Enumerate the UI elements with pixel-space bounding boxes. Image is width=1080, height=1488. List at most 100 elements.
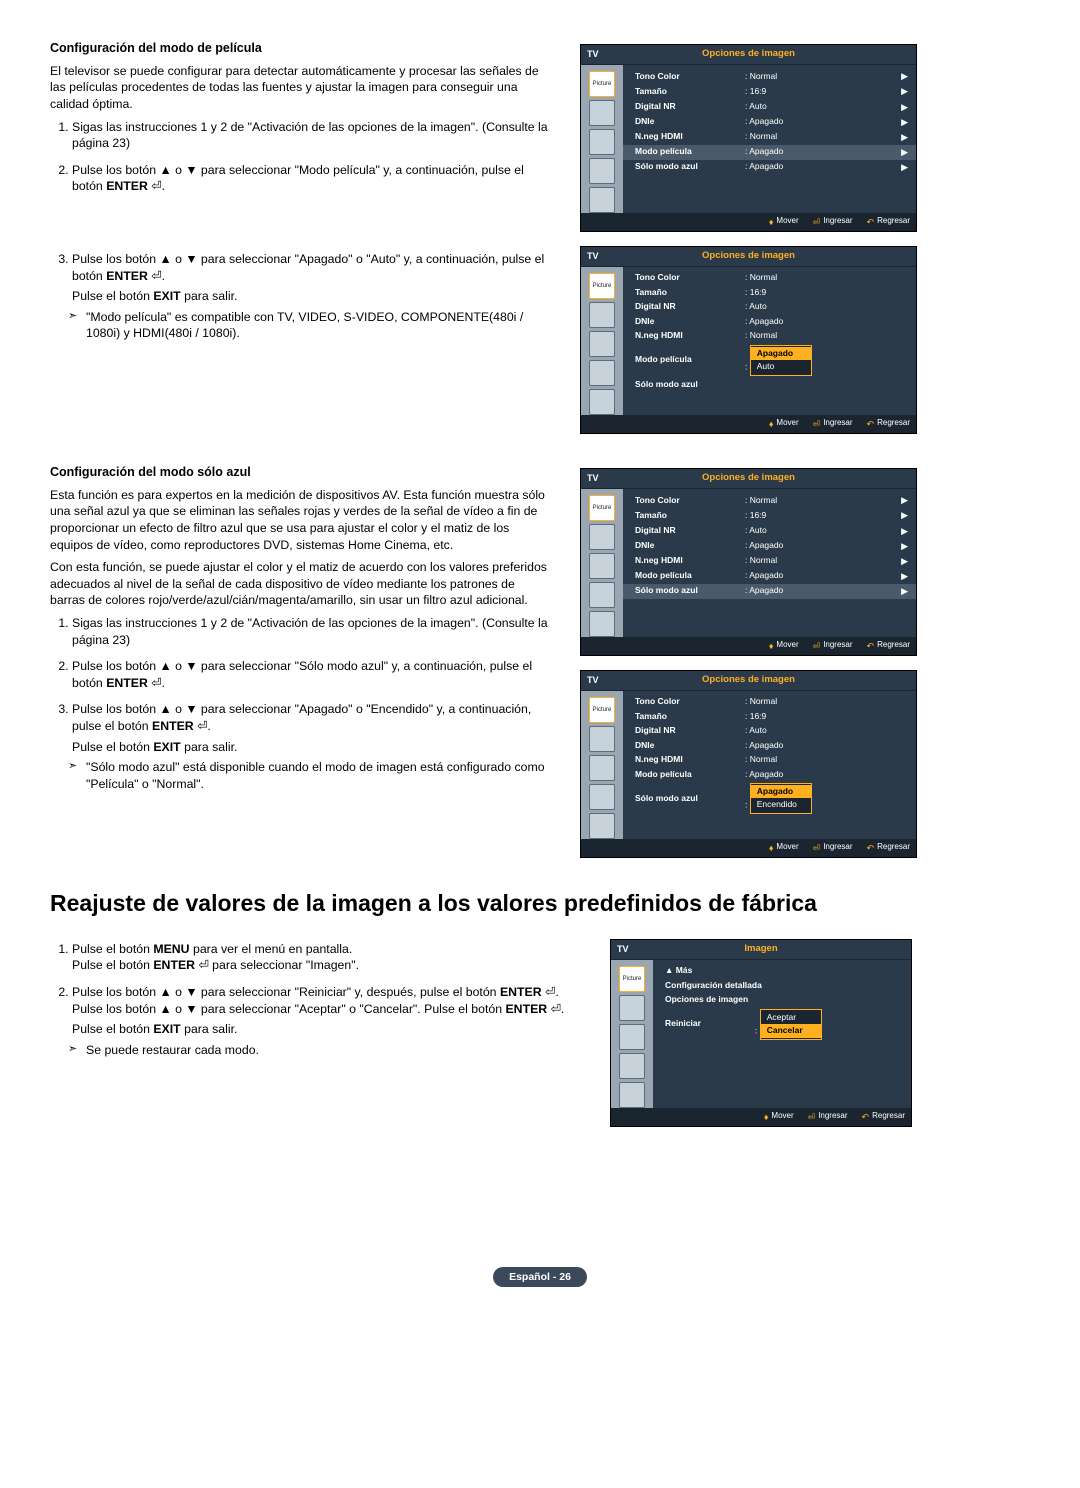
dropdown[interactable]: ApagadoAuto (750, 345, 812, 376)
page-footer: Español - 26 (50, 1267, 1030, 1287)
dropdown-option[interactable]: Aceptar (761, 1011, 821, 1024)
osd-row-selected[interactable]: Modo película: Apagado▶ (623, 145, 916, 160)
dropdown-option[interactable]: Auto (751, 360, 811, 373)
chevron-right-icon: ▶ (901, 585, 908, 597)
osd-row[interactable]: Tono Color: Normal (635, 271, 908, 285)
osd-v: : Normal (745, 495, 901, 506)
osd-k: Modo película (635, 769, 745, 780)
osd-row[interactable]: N.neg HDMI: Normal (635, 753, 908, 767)
osd-row-selected[interactable]: Modo película: ApagadoAuto (635, 343, 908, 377)
osd-k: Tamaño (635, 86, 745, 97)
side-icon (589, 784, 615, 810)
movie-mode-intro: El televisor se puede configurar para de… (50, 63, 550, 113)
osd-row[interactable]: Tono Color: Normal (635, 695, 908, 709)
osd-row[interactable]: Sólo modo azul (635, 377, 908, 391)
side-icon (619, 1082, 645, 1108)
osd-k: ▲ Más (665, 965, 692, 976)
osd-k: Modo película (635, 146, 745, 157)
osd-row[interactable]: DNIe: Apagado (635, 738, 908, 752)
osd-v: : Apagado (745, 570, 901, 581)
osd-row[interactable]: Tamaño: 16:9 (635, 709, 908, 723)
s1-step3-c: ⏎. (148, 269, 165, 283)
osd-row[interactable]: Opciones de imagen (665, 993, 903, 1007)
osd-list: Tono Color: Normal▶ Tamaño: 16:9▶ Digita… (623, 65, 916, 213)
dropdown-option[interactable]: Apagado (751, 785, 811, 798)
osd-row[interactable]: DNIe: Apagado▶ (635, 538, 908, 553)
dropdown[interactable]: ApagadoEncendido (750, 783, 812, 814)
return-icon: ↶ (867, 640, 875, 652)
osd-v: : AceptarCancelar (755, 1009, 903, 1040)
return-icon: ↶ (867, 418, 875, 430)
osd-k: Tono Color (635, 71, 745, 82)
s3-step1: Pulse el botón MENU para ver el menú en … (72, 941, 580, 974)
osd-row[interactable]: Sólo modo azul: Apagado▶ (635, 160, 908, 175)
s3-note: Se puede restaurar cada modo. (72, 1042, 580, 1059)
side-icon (589, 158, 615, 184)
footer-mover: Mover (776, 842, 798, 853)
s2-step3-a: Pulse los botón ▲ o ▼ para seleccionar "… (72, 702, 531, 733)
osd-side: Picture (581, 691, 623, 839)
return-icon: ↶ (862, 1111, 870, 1123)
osd-k: Sólo modo azul (635, 585, 745, 596)
osd-footer: ♦Mover ⏎Ingresar ↶Regresar (611, 1108, 911, 1126)
osd-list: Tono Color: Normal Tamaño: 16:9 Digital … (623, 691, 916, 839)
osd-row[interactable]: Modo película: Apagado▶ (635, 568, 908, 583)
osd-row[interactable]: Tamaño: 16:9▶ (635, 508, 908, 523)
osd-row[interactable]: N.neg HDMI: Normal (635, 329, 908, 343)
osd-row[interactable]: Configuración detallada (665, 978, 903, 992)
osd-row[interactable]: Digital NR: Auto▶ (635, 99, 908, 114)
footer-regresar: Regresar (872, 1111, 905, 1122)
osd-row[interactable]: Tono Color: Normal▶ (635, 69, 908, 84)
s3-1e: ENTER (153, 958, 195, 972)
side-icon (589, 129, 615, 155)
chevron-right-icon: ▶ (901, 509, 908, 521)
osd-row[interactable]: N.neg HDMI: Normal▶ (635, 129, 908, 144)
s1-step2: Pulse los botón ▲ o ▼ para seleccionar "… (72, 162, 550, 195)
osd-row[interactable]: DNIe: Apagado (635, 314, 908, 328)
osd-tv-label: TV (617, 943, 629, 955)
osd-row[interactable]: Tamaño: 16:9 (635, 285, 908, 299)
osd-footer: ♦Mover ⏎Ingresar ↶Regresar (581, 637, 916, 655)
dropdown-option[interactable]: Encendido (751, 798, 811, 811)
enter-icon: ⏎ (813, 216, 821, 228)
osd-row-selected[interactable]: Sólo modo azul: ApagadoEncendido (635, 781, 908, 815)
osd-row-selected[interactable]: Sólo modo azul: Apagado▶ (623, 584, 916, 599)
blue-p1: Esta función es para expertos en la medi… (50, 487, 550, 553)
osd-tv-label: TV (587, 674, 599, 686)
osd-opciones-3: TV Opciones de imagen Picture Tono Color… (580, 468, 917, 656)
osd-row[interactable]: Digital NR: Auto▶ (635, 523, 908, 538)
enter-icon: ⏎ (813, 640, 821, 652)
osd-v: : Apagado (745, 585, 901, 596)
osd-k: Sólo modo azul (635, 161, 745, 172)
osd-row[interactable]: Tamaño: 16:9▶ (635, 84, 908, 99)
osd-row-selected[interactable]: Reiniciar: AceptarCancelar (665, 1007, 903, 1041)
osd-v: : Normal (745, 555, 901, 566)
osd-title: Opciones de imagen (581, 469, 916, 489)
osd-row[interactable]: DNIe: Apagado▶ (635, 114, 908, 129)
move-icon: ♦ (769, 418, 774, 430)
osd-row[interactable]: Digital NR: Auto (635, 300, 908, 314)
osd-v: : Normal (745, 330, 908, 341)
osd-row-mas[interactable]: ▲ Más (665, 964, 903, 978)
osd-k: Configuración detallada (665, 980, 762, 991)
osd-v: : 16:9 (745, 287, 908, 298)
osd-row[interactable]: Modo película: Apagado (635, 767, 908, 781)
osd-row[interactable]: Digital NR: Auto (635, 724, 908, 738)
osd-row[interactable]: Tono Color: Normal▶ (635, 493, 908, 508)
osd-k: Reiniciar (665, 1018, 755, 1029)
s2-step2-c: ⏎. (148, 676, 165, 690)
osd-k: Modo película (635, 354, 745, 365)
dropdown-option[interactable]: Apagado (751, 347, 811, 360)
side-icon (589, 302, 615, 328)
dropdown[interactable]: AceptarCancelar (760, 1009, 822, 1040)
osd-row[interactable]: N.neg HDMI: Normal▶ (635, 553, 908, 568)
osd-k: Tamaño (635, 711, 745, 722)
footer-ingresar: Ingresar (823, 842, 852, 853)
chevron-right-icon: ▶ (901, 101, 908, 113)
footer-mover: Mover (776, 216, 798, 227)
osd-v: : Auto (745, 301, 908, 312)
page-number-pill: Español - 26 (493, 1267, 587, 1287)
side-icon (589, 331, 615, 357)
dropdown-option[interactable]: Cancelar (761, 1024, 821, 1037)
s3-1f: ⏎ para seleccionar "Imagen". (195, 958, 359, 972)
